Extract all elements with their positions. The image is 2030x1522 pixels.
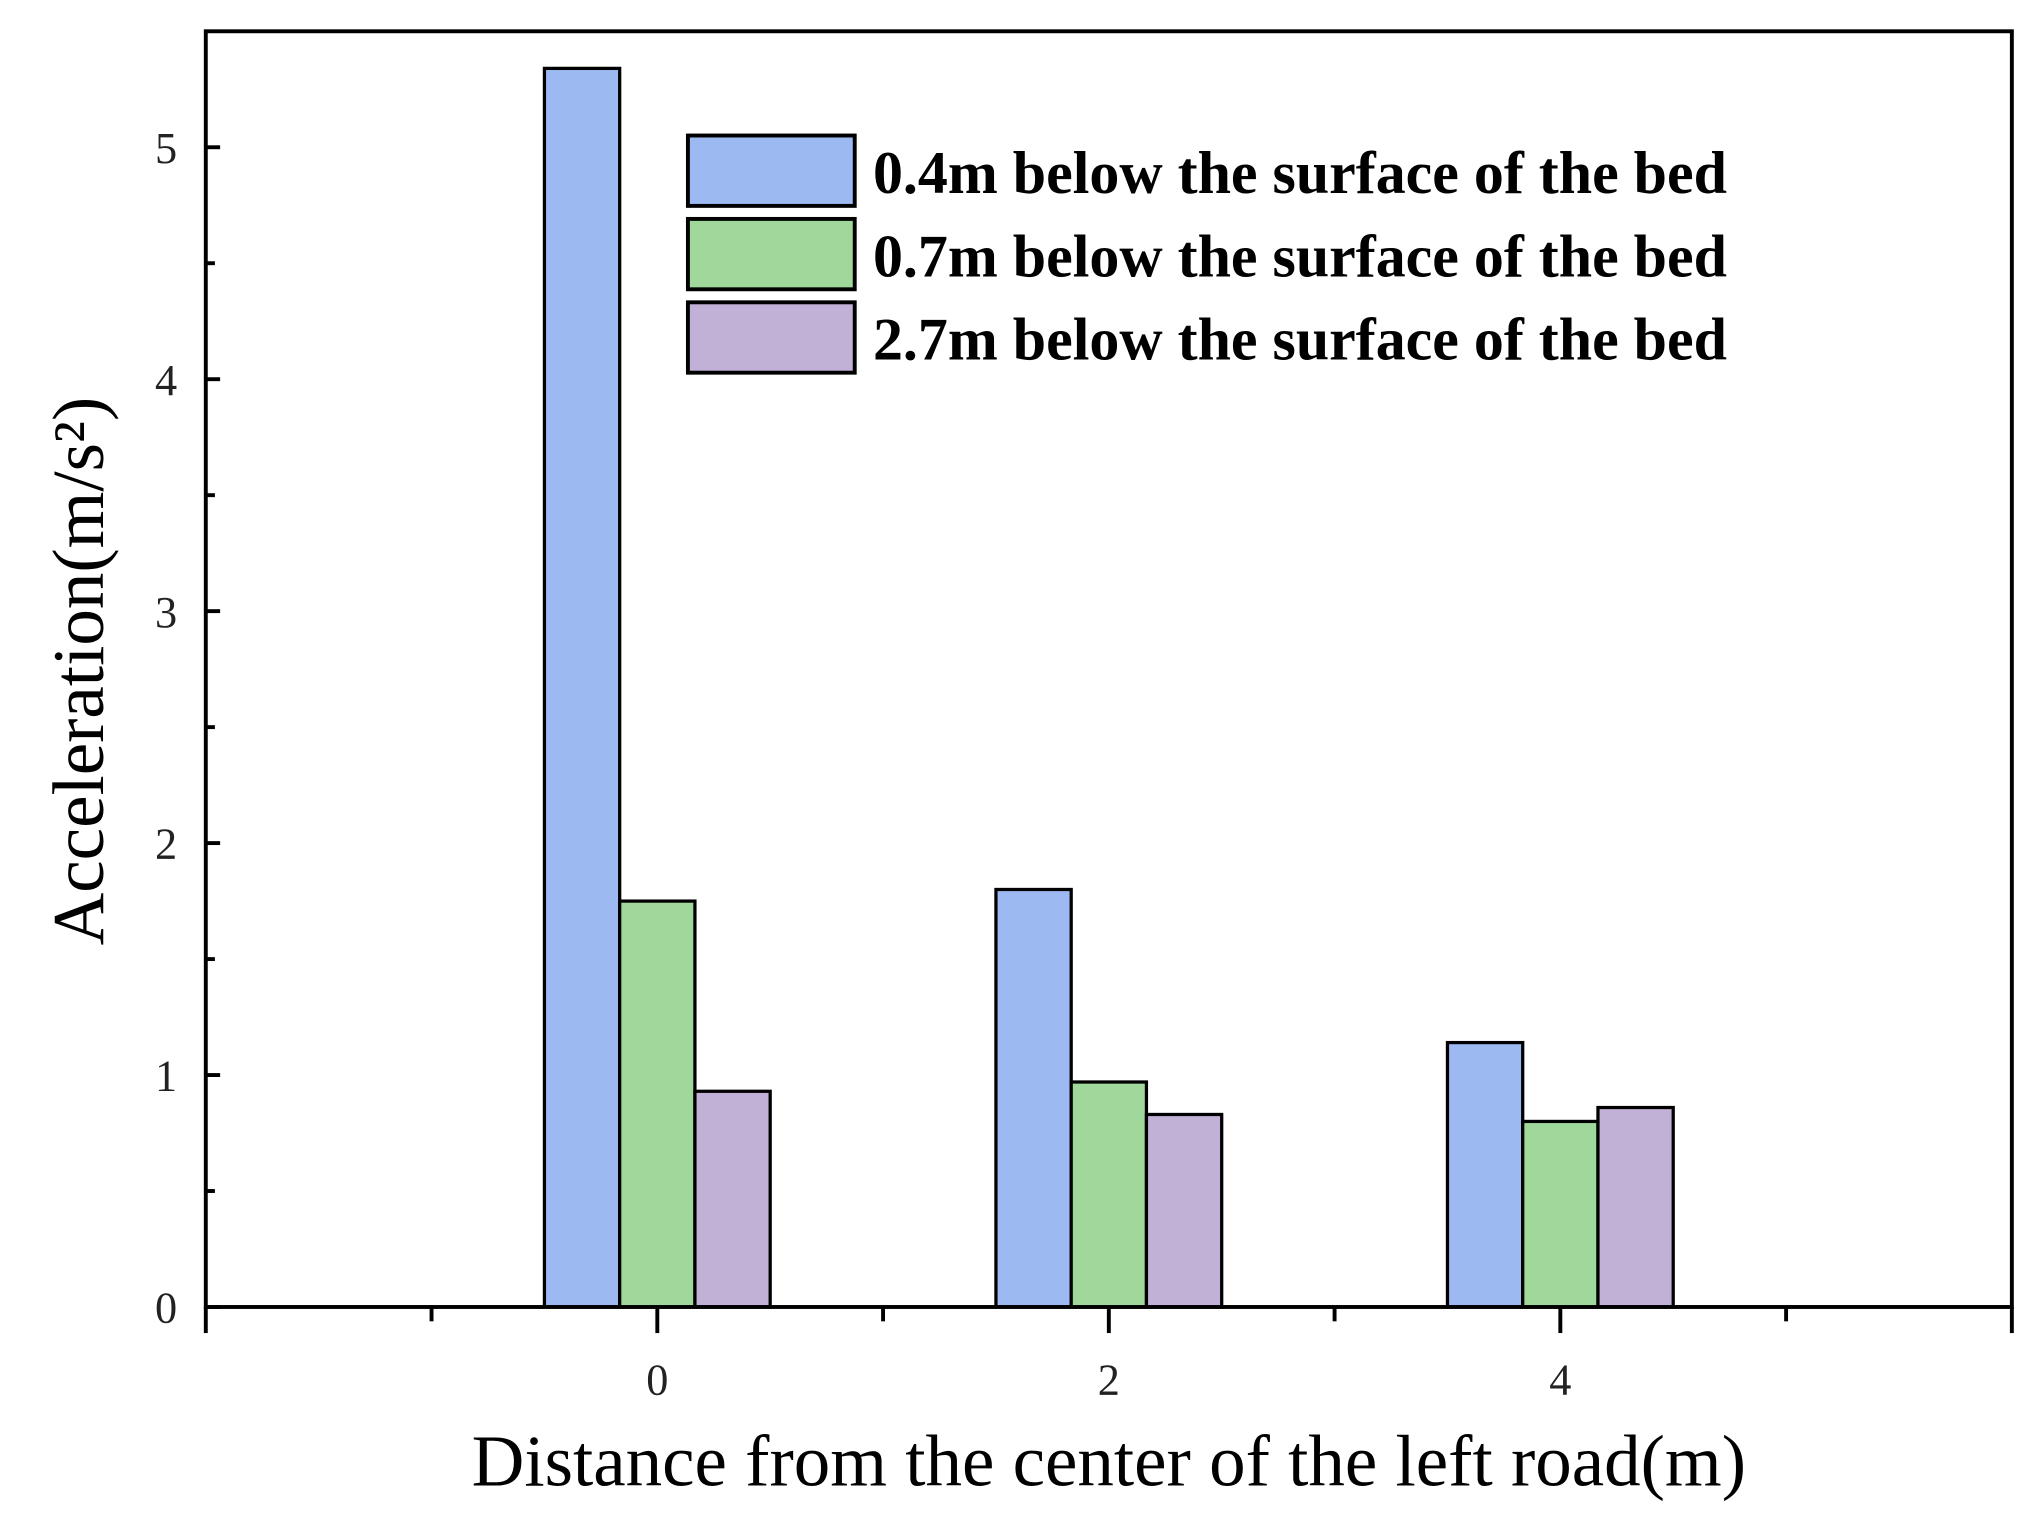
x-tick-label: 2 xyxy=(1098,1355,1120,1404)
x-tick-label: 4 xyxy=(1549,1355,1571,1404)
legend-swatch xyxy=(685,216,857,292)
bar xyxy=(1596,1105,1675,1309)
y-tick-label: 3 xyxy=(155,588,177,637)
x-tick-label: 0 xyxy=(646,1355,668,1404)
y-tick-label: 2 xyxy=(155,820,177,869)
y-tick-label: 4 xyxy=(155,356,177,405)
bar xyxy=(542,66,622,1309)
y-axis-title: Acceleration(m/s²) xyxy=(38,397,119,946)
legend-label: 0.7m below the surface of the bed xyxy=(873,223,1727,289)
bar xyxy=(693,1089,772,1309)
y-tick-label: 1 xyxy=(155,1052,177,1101)
y-tick-label: 0 xyxy=(155,1284,177,1333)
legend-swatch xyxy=(685,133,857,208)
y-tick-label: 5 xyxy=(155,124,177,173)
bar xyxy=(1144,1112,1224,1309)
legend-swatch xyxy=(685,300,857,375)
x-axis-title: Distance from the center of the left roa… xyxy=(472,1421,1746,1502)
bar xyxy=(1069,1080,1149,1309)
legend-label: 0.4m below the surface of the bed xyxy=(873,140,1727,206)
bar xyxy=(1521,1119,1600,1309)
bar xyxy=(618,899,697,1309)
bar xyxy=(994,887,1073,1309)
bar xyxy=(1445,1040,1525,1309)
legend-label: 2.7m below the surface of the bed xyxy=(873,307,1727,373)
